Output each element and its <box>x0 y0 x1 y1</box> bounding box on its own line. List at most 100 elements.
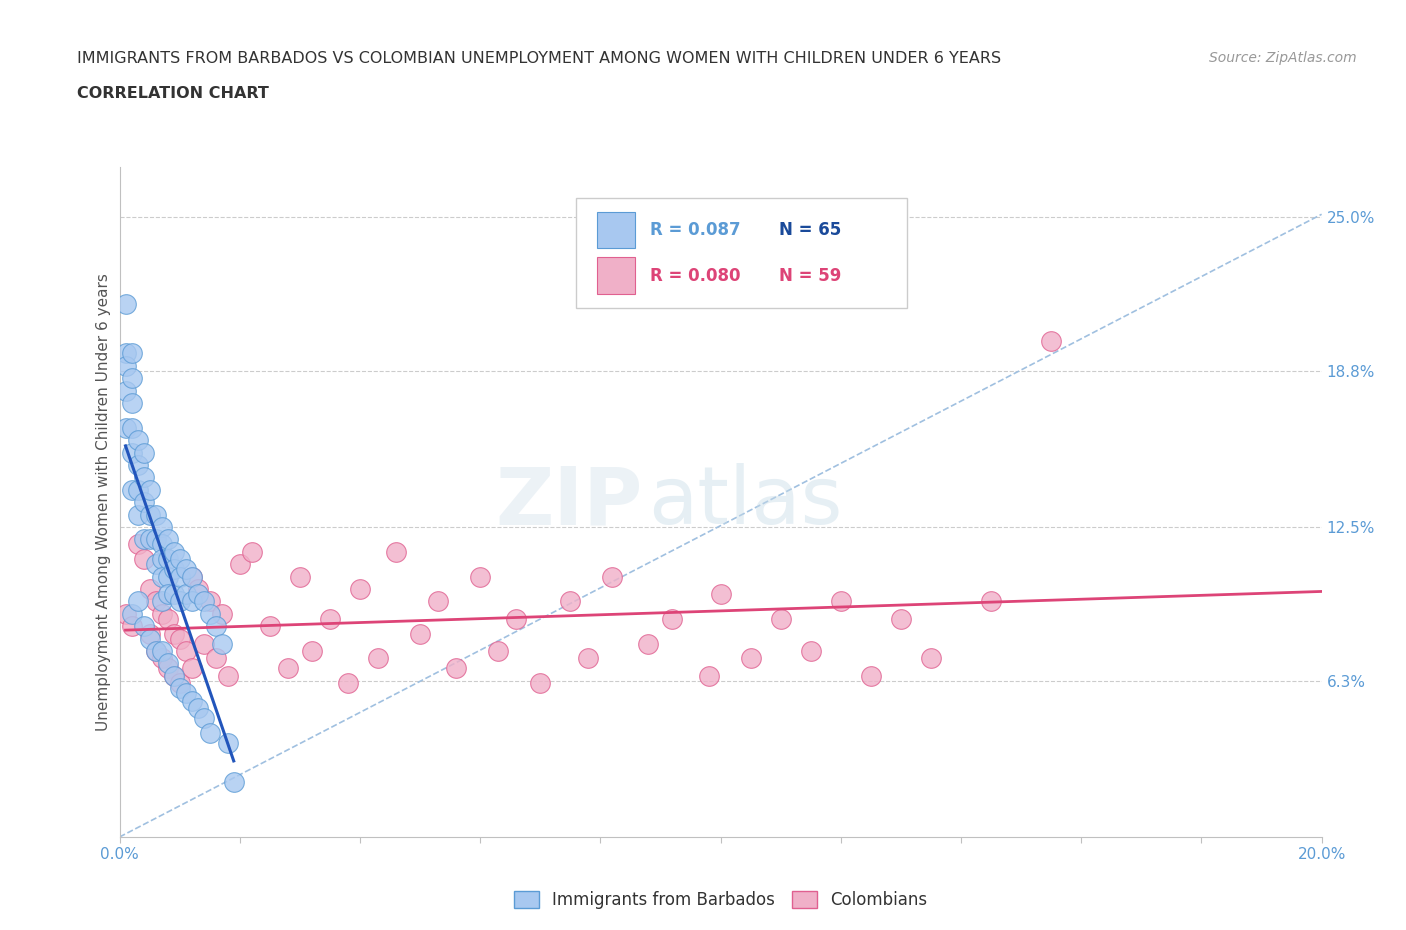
Point <box>162 544 184 559</box>
Point <box>150 537 173 551</box>
Point <box>121 346 143 361</box>
Point <box>277 661 299 676</box>
Point <box>217 669 239 684</box>
Point <box>259 618 281 633</box>
Point <box>127 537 149 551</box>
Point <box>204 618 226 633</box>
Point <box>145 557 167 572</box>
Point <box>162 626 184 641</box>
Point <box>169 551 191 566</box>
Point <box>156 569 179 584</box>
Point <box>132 551 155 566</box>
Point <box>830 594 852 609</box>
Point <box>385 544 408 559</box>
Point <box>114 358 136 373</box>
Point <box>204 651 226 666</box>
Point <box>150 594 173 609</box>
Point <box>222 775 245 790</box>
Point <box>132 495 155 510</box>
Point <box>740 651 762 666</box>
Point <box>529 676 551 691</box>
Point <box>187 581 209 596</box>
Point <box>156 661 179 676</box>
Point <box>121 420 143 435</box>
Point <box>505 611 527 626</box>
Point <box>174 587 197 602</box>
Point <box>162 669 184 684</box>
Text: CORRELATION CHART: CORRELATION CHART <box>77 86 269 100</box>
Point <box>198 725 221 740</box>
Point <box>576 651 599 666</box>
Point <box>150 551 173 566</box>
Point <box>301 644 323 658</box>
Point <box>132 618 155 633</box>
Point <box>114 297 136 312</box>
Point <box>211 606 233 621</box>
Point <box>697 669 720 684</box>
Bar <box>596 211 636 248</box>
Point <box>427 594 450 609</box>
Point <box>162 669 184 684</box>
Text: R = 0.080: R = 0.080 <box>650 267 740 285</box>
Point <box>132 532 155 547</box>
Point <box>121 445 143 460</box>
Point <box>193 636 215 651</box>
Point <box>114 606 136 621</box>
Point <box>145 532 167 547</box>
Point <box>145 644 167 658</box>
Point <box>602 569 624 584</box>
Point <box>138 626 160 641</box>
Point <box>162 562 184 577</box>
Text: ZIP: ZIP <box>495 463 643 541</box>
Point <box>138 631 160 646</box>
Point <box>468 569 492 584</box>
Point <box>319 611 342 626</box>
Point <box>121 371 143 386</box>
Point <box>367 651 389 666</box>
Point <box>920 651 942 666</box>
Point <box>156 532 179 547</box>
Point <box>145 594 167 609</box>
Text: IMMIGRANTS FROM BARBADOS VS COLOMBIAN UNEMPLOYMENT AMONG WOMEN WITH CHILDREN UND: IMMIGRANTS FROM BARBADOS VS COLOMBIAN UN… <box>77 51 1001 66</box>
Y-axis label: Unemployment Among Women with Children Under 6 years: Unemployment Among Women with Children U… <box>96 273 111 731</box>
Point <box>211 636 233 651</box>
Text: N = 65: N = 65 <box>779 221 842 239</box>
Point <box>114 346 136 361</box>
Point <box>180 569 202 584</box>
Point <box>193 711 215 725</box>
Text: R = 0.087: R = 0.087 <box>650 221 741 239</box>
Point <box>150 651 173 666</box>
Point <box>138 507 160 522</box>
Point <box>156 587 179 602</box>
Point <box>240 544 263 559</box>
Point <box>486 644 509 658</box>
Point <box>709 587 731 602</box>
Point <box>162 587 184 602</box>
Point <box>138 532 160 547</box>
Point <box>121 483 143 498</box>
Point <box>127 458 149 472</box>
Point <box>174 685 197 700</box>
Legend: Immigrants from Barbados, Colombians: Immigrants from Barbados, Colombians <box>508 884 934 916</box>
Point <box>180 569 202 584</box>
Point <box>890 611 912 626</box>
Point <box>132 470 155 485</box>
Point <box>150 569 173 584</box>
Point <box>193 594 215 609</box>
Point <box>127 483 149 498</box>
Point <box>127 432 149 447</box>
Point <box>349 581 371 596</box>
Text: Source: ZipAtlas.com: Source: ZipAtlas.com <box>1209 51 1357 65</box>
Point <box>169 681 191 696</box>
Point <box>180 594 202 609</box>
Point <box>169 676 191 691</box>
Point <box>169 594 191 609</box>
Bar <box>596 258 636 294</box>
Point <box>180 693 202 708</box>
Point <box>859 669 882 684</box>
Point <box>187 700 209 715</box>
Point <box>198 594 221 609</box>
Point <box>198 606 221 621</box>
Point <box>121 606 143 621</box>
Point <box>769 611 792 626</box>
